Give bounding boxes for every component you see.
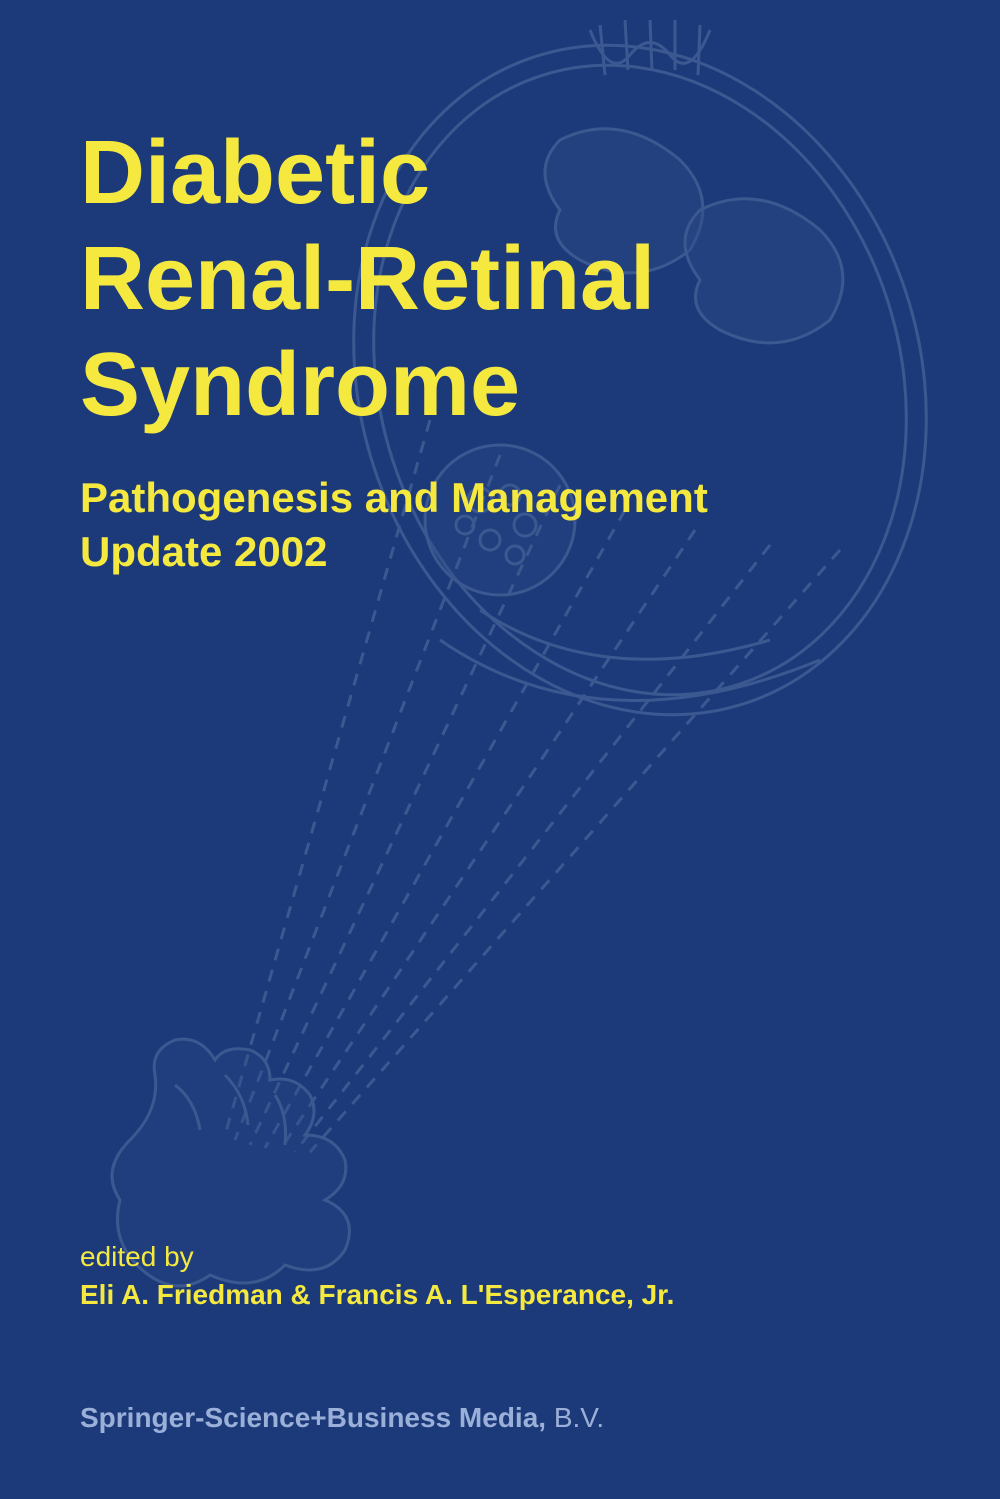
- publisher-suffix: B.V.: [546, 1402, 604, 1433]
- edited-by-label: edited by: [80, 1238, 674, 1276]
- publisher-name: Springer-Science+Business Media,: [80, 1402, 546, 1433]
- editors-names: Eli A. Friedman & Francis A. L'Esperance…: [80, 1276, 674, 1314]
- subtitle-line-1: Pathogenesis and Management: [80, 471, 920, 526]
- subtitle-line-2: Update 2002: [80, 525, 920, 580]
- title-line-1: Diabetic: [80, 120, 920, 226]
- book-subtitle: Pathogenesis and Management Update 2002: [80, 471, 920, 580]
- publisher-block: Springer-Science+Business Media, B.V.: [80, 1402, 604, 1434]
- title-line-3: Syndrome: [80, 332, 920, 438]
- title-line-2: Renal-Retinal: [80, 226, 920, 332]
- title-block: Diabetic Renal-Retinal Syndrome Pathogen…: [0, 0, 1000, 580]
- book-title: Diabetic Renal-Retinal Syndrome: [80, 120, 920, 439]
- editors-block: edited by Eli A. Friedman & Francis A. L…: [80, 1238, 674, 1314]
